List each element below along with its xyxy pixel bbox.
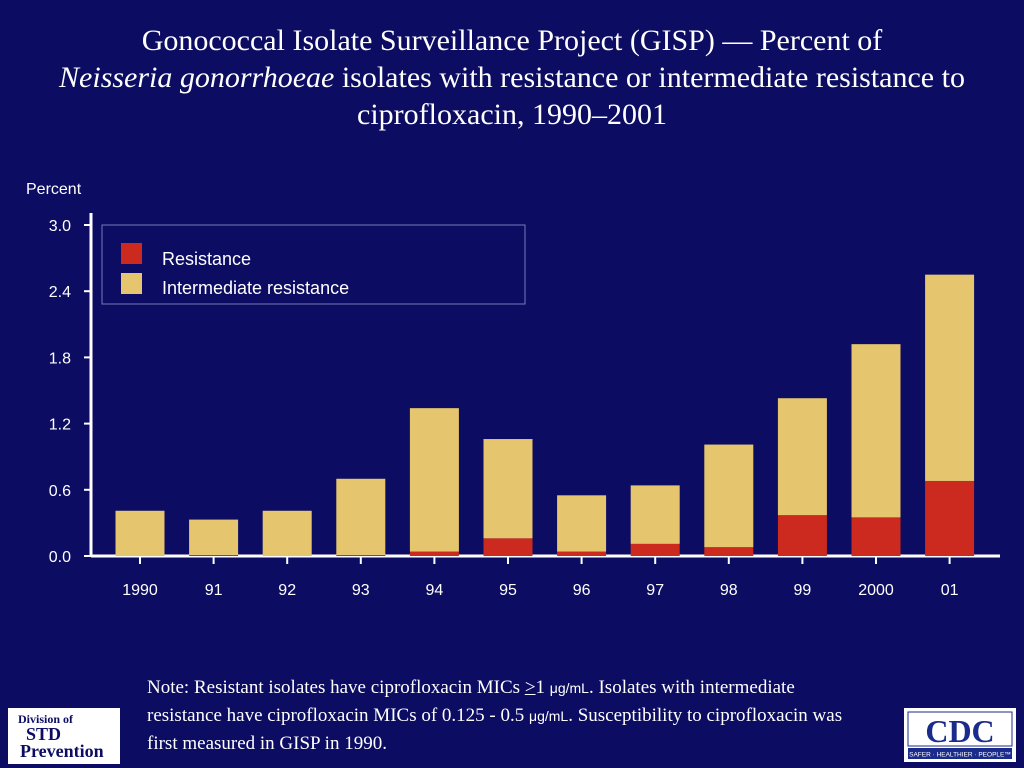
x-tick-label: 94: [426, 582, 444, 599]
bar-resistance-91: [189, 554, 239, 556]
legend-box: [101, 224, 526, 305]
legend-swatch-intermediate: [121, 273, 142, 294]
bar-intermediate-01: [925, 274, 975, 481]
std-logo-line2: STD: [26, 724, 62, 744]
x-tick-label: 98: [720, 582, 738, 599]
x-tick-label: 1990: [122, 582, 158, 599]
x-tick-label: 97: [646, 582, 664, 599]
x-tick-label: 01: [941, 582, 959, 599]
cdc-logo-tagline: SAFER · HEALTHIER · PEOPLE™: [909, 752, 1011, 759]
std-logo-line3: Prevention: [20, 741, 104, 761]
cdc-logo: CDC SAFER · HEALTHIER · PEOPLE™: [904, 708, 1016, 762]
bar-resistance-96: [557, 551, 607, 556]
chart-title-species: Neisseria gonorrhoeae: [59, 61, 335, 94]
bar-intermediate-97: [630, 485, 680, 544]
bar-resistance-93: [336, 554, 386, 556]
bar-resistance-2000: [851, 517, 901, 556]
bar-intermediate-96: [557, 495, 607, 552]
y-axis: 0.0 0.6 1.2 1.8 2.4 3.0: [49, 213, 1000, 566]
x-tick-label: 2000: [858, 582, 894, 599]
x-tick-label: 91: [205, 582, 223, 599]
y-tick-label: 2.4: [49, 284, 71, 301]
x-axis: 1990 91 92 93 94 95 96 97 98 99 2000 01: [122, 556, 959, 599]
note-unit1: μg/mL: [549, 680, 589, 696]
y-tick-label: 0.0: [49, 549, 71, 566]
x-tick-label: 95: [499, 582, 517, 599]
bar-intermediate-92: [262, 510, 312, 556]
bar-intermediate-93: [336, 478, 386, 555]
bar-resistance-95: [483, 538, 533, 556]
legend-label-intermediate: Intermediate resistance: [162, 278, 349, 298]
note-unit2: μg/mL: [529, 708, 569, 724]
std-prevention-logo: Division of STD Prevention: [8, 708, 120, 764]
x-tick-label: 92: [278, 582, 296, 599]
chart-title: Gonococcal Isolate Surveillance Project …: [40, 22, 984, 133]
y-axis-label: Percent: [26, 181, 82, 198]
legend-label-resistance: Resistance: [162, 249, 251, 269]
bar-intermediate-2000: [851, 344, 901, 518]
bar-resistance-94: [409, 551, 459, 556]
std-logo-line1: Division of: [18, 712, 74, 726]
y-tick-label: 0.6: [49, 483, 71, 500]
note-end: . Susceptibility to ciprofloxacin was fi…: [147, 705, 843, 754]
y-tick-label: 1.8: [49, 350, 71, 367]
cdc-logo-text: CDC: [925, 713, 994, 749]
note-prefix: Note: Resistant isolates have ciprofloxa…: [147, 677, 525, 698]
y-tick-label: 1.2: [49, 417, 71, 434]
y-tick-label: 3.0: [49, 218, 71, 235]
chart-title-part1: Gonococcal Isolate Surveillance Project …: [141, 24, 883, 57]
x-tick-label: 96: [573, 582, 591, 599]
bar-resistance-97: [630, 543, 680, 556]
bar-intermediate-98: [704, 444, 754, 548]
bar-resistance-01: [925, 480, 975, 556]
x-tick-label: 93: [352, 582, 370, 599]
bars: [115, 274, 975, 556]
bar-intermediate-99: [777, 398, 827, 516]
bar-intermediate-94: [409, 408, 459, 552]
note-symbol: >: [524, 677, 536, 698]
bar-intermediate-91: [189, 519, 239, 555]
x-tick-label: 99: [794, 582, 812, 599]
bar-intermediate-95: [483, 439, 533, 539]
legend: Resistance Intermediate resistance: [101, 224, 526, 305]
bar-resistance-99: [777, 515, 827, 556]
legend-swatch-resistance: [121, 243, 142, 264]
note-value1: 1: [535, 677, 550, 698]
bar-intermediate-1990: [115, 510, 165, 556]
bar-resistance-98: [704, 547, 754, 556]
note-mid: . Isolates with intermediate resistance …: [147, 677, 795, 726]
chart-title-part2: isolates with resistance or intermediate…: [334, 61, 965, 131]
footnote: Note: Resistant isolates have ciprofloxa…: [147, 674, 847, 757]
